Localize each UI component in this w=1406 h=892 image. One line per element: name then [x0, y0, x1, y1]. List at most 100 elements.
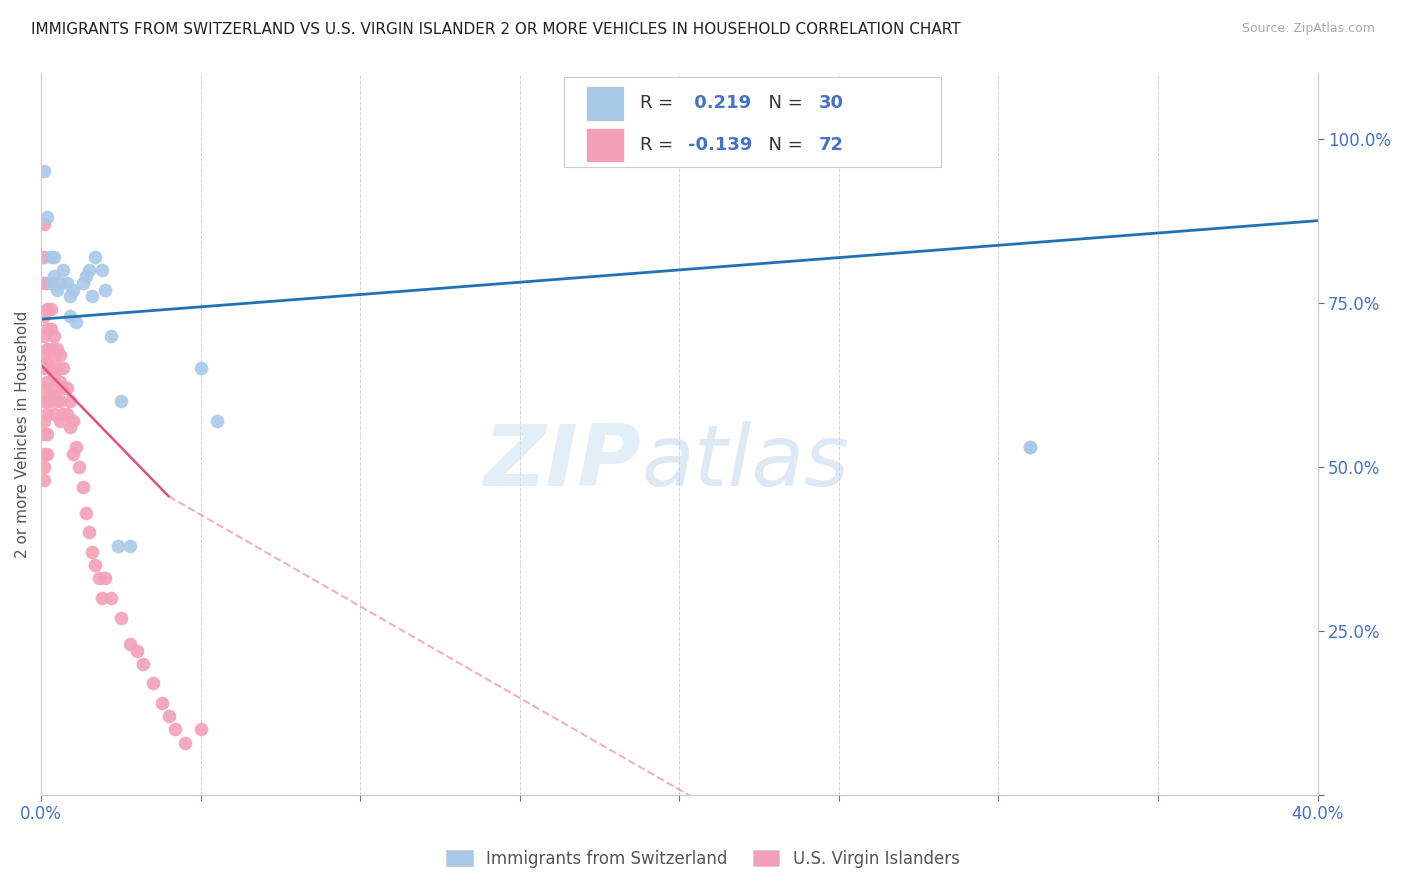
- Point: [37, 276, 59, 290]
- Point: [34, 276, 56, 290]
- Point: [190, 361, 212, 376]
- Point: [37, 355, 59, 369]
- Point: [42, 269, 65, 284]
- Point: [1019, 440, 1042, 454]
- Point: [49, 375, 72, 389]
- Y-axis label: 2 or more Vehicles in Household: 2 or more Vehicles in Household: [15, 310, 30, 558]
- Point: [65, 440, 87, 454]
- Point: [34, 164, 56, 178]
- Point: [34, 394, 56, 409]
- Point: [34, 447, 56, 461]
- Point: [173, 735, 195, 749]
- Point: [42, 250, 65, 264]
- Point: [42, 348, 65, 362]
- Point: [39, 276, 62, 290]
- Point: [55, 276, 77, 290]
- Text: Source: ZipAtlas.com: Source: ZipAtlas.com: [1241, 22, 1375, 36]
- Point: [34, 328, 56, 343]
- Point: [59, 420, 82, 434]
- Point: [84, 558, 107, 573]
- Point: [62, 414, 84, 428]
- Point: [34, 427, 56, 442]
- Point: [52, 381, 75, 395]
- Point: [190, 723, 212, 737]
- Point: [39, 394, 62, 409]
- Point: [107, 539, 129, 553]
- Text: -0.139: -0.139: [689, 136, 752, 154]
- Point: [34, 217, 56, 231]
- Point: [39, 250, 62, 264]
- Point: [42, 328, 65, 343]
- Point: [49, 414, 72, 428]
- Point: [132, 657, 155, 671]
- Point: [82, 545, 104, 559]
- Point: [94, 571, 117, 585]
- Point: [37, 302, 59, 317]
- Point: [37, 394, 59, 409]
- Point: [82, 289, 104, 303]
- Point: [94, 283, 117, 297]
- Point: [59, 394, 82, 409]
- Text: IMMIGRANTS FROM SWITZERLAND VS U.S. VIRGIN ISLANDER 2 OR MORE VEHICLES IN HOUSEH: IMMIGRANTS FROM SWITZERLAND VS U.S. VIRG…: [31, 22, 960, 37]
- Point: [46, 283, 69, 297]
- Point: [39, 342, 62, 356]
- Point: [59, 289, 82, 303]
- Point: [100, 328, 122, 343]
- Point: [46, 342, 69, 356]
- Point: [75, 269, 97, 284]
- Point: [37, 427, 59, 442]
- Point: [59, 309, 82, 323]
- Point: [67, 459, 90, 474]
- Text: 0.219: 0.219: [689, 95, 751, 112]
- Point: [42, 387, 65, 401]
- Point: [46, 361, 69, 376]
- Point: [75, 506, 97, 520]
- Point: [65, 315, 87, 329]
- Point: [157, 709, 180, 723]
- Point: [1019, 440, 1042, 454]
- Point: [52, 361, 75, 376]
- Point: [34, 348, 56, 362]
- Point: [42, 368, 65, 382]
- Point: [110, 394, 132, 409]
- Point: [165, 723, 187, 737]
- Point: [90, 263, 112, 277]
- Text: atlas: atlas: [641, 421, 849, 504]
- Text: R =: R =: [640, 136, 679, 154]
- Point: [37, 342, 59, 356]
- Point: [34, 250, 56, 264]
- Point: [142, 676, 165, 690]
- Point: [55, 407, 77, 421]
- Point: [52, 407, 75, 421]
- Point: [52, 263, 75, 277]
- Point: [120, 539, 142, 553]
- Point: [55, 381, 77, 395]
- Point: [39, 361, 62, 376]
- Point: [125, 643, 148, 657]
- Point: [37, 407, 59, 421]
- Bar: [586, 128, 624, 162]
- Point: [37, 211, 59, 225]
- Point: [49, 276, 72, 290]
- Point: [39, 381, 62, 395]
- Point: [39, 302, 62, 317]
- FancyBboxPatch shape: [564, 77, 941, 167]
- Point: [150, 696, 173, 710]
- Point: [49, 348, 72, 362]
- Point: [34, 473, 56, 487]
- Point: [77, 263, 100, 277]
- Point: [37, 322, 59, 336]
- Legend: Immigrants from Switzerland, U.S. Virgin Islanders: Immigrants from Switzerland, U.S. Virgin…: [440, 844, 966, 875]
- Point: [205, 414, 228, 428]
- Point: [620, 119, 643, 133]
- Point: [72, 276, 94, 290]
- Point: [49, 394, 72, 409]
- Point: [37, 375, 59, 389]
- Bar: [586, 87, 624, 120]
- Point: [34, 459, 56, 474]
- Text: ZIP: ZIP: [484, 421, 641, 504]
- Point: [120, 637, 142, 651]
- Point: [90, 591, 112, 606]
- Text: N =: N =: [758, 95, 808, 112]
- Point: [34, 414, 56, 428]
